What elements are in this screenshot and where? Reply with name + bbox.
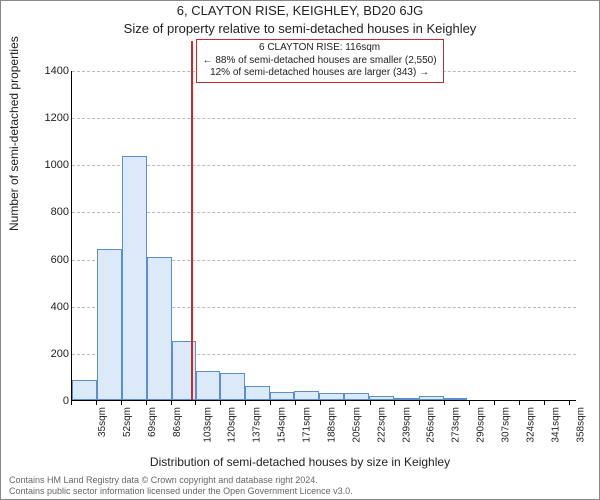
histogram-bar (294, 391, 319, 400)
y-tick-label: 1400 (39, 65, 69, 77)
x-tick-mark (444, 401, 445, 405)
y-tick-label: 600 (39, 254, 69, 266)
x-tick-mark (270, 401, 271, 405)
x-tick-mark (245, 401, 246, 405)
histogram-bar (344, 393, 369, 400)
y-tick-label: 800 (39, 206, 69, 218)
x-tick-mark (171, 401, 172, 405)
footer-attribution: Contains HM Land Registry data © Crown c… (9, 475, 353, 497)
reference-info-box: 6 CLAYTON RISE: 116sqm ← 88% of semi-det… (196, 39, 444, 83)
chart-title-line-2: Size of property relative to semi-detach… (1, 21, 599, 36)
y-tick-label: 1000 (39, 159, 69, 171)
x-tick-mark (544, 401, 545, 405)
histogram-bar (245, 386, 270, 400)
x-tick-mark (121, 401, 122, 405)
x-axis-label: Distribution of semi-detached houses by … (1, 455, 599, 469)
x-tick-mark (394, 401, 395, 405)
x-tick-label: 341sqm (550, 407, 561, 443)
x-tick-mark (569, 401, 570, 405)
x-tick-mark (71, 401, 72, 405)
x-tick-label: 171sqm (302, 407, 313, 443)
plot-area: 6 CLAYTON RISE: 116sqm ← 88% of semi-det… (71, 71, 576, 401)
x-tick-label: 52sqm (122, 407, 133, 437)
footer-line-2: Contains public sector information licen… (9, 486, 353, 497)
histogram-bar (419, 396, 444, 400)
x-tick-label: 35sqm (97, 407, 108, 437)
infobox-line-2: ← 88% of semi-detached houses are smalle… (203, 55, 437, 68)
histogram-bar (97, 249, 122, 400)
y-axis-label: Number of semi-detached properties (7, 36, 21, 231)
x-tick-label: 256sqm (426, 407, 437, 443)
histogram-bar (196, 371, 219, 400)
histogram-bar (220, 373, 245, 400)
histogram-bar (122, 156, 147, 400)
x-tick-mark (320, 401, 321, 405)
x-tick-mark (370, 401, 371, 405)
x-tick-label: 205sqm (351, 407, 362, 443)
y-tick-label: 400 (39, 301, 69, 313)
histogram-bar (319, 393, 344, 400)
plot-rect (71, 71, 576, 401)
histogram-bar (394, 398, 419, 400)
infobox-line-1: 6 CLAYTON RISE: 116sqm (203, 42, 437, 55)
x-tick-label: 222sqm (376, 407, 387, 443)
x-tick-mark (96, 401, 97, 405)
x-tick-mark (345, 401, 346, 405)
x-tick-label: 358sqm (575, 407, 586, 443)
x-tick-label: 290sqm (476, 407, 487, 443)
gridline-h (72, 212, 576, 213)
x-tick-label: 120sqm (227, 407, 238, 443)
y-tick-label: 0 (39, 395, 69, 407)
footer-line-1: Contains HM Land Registry data © Crown c… (9, 475, 353, 486)
x-tick-label: 307sqm (501, 407, 512, 443)
x-tick-label: 239sqm (401, 407, 412, 443)
x-tick-mark (220, 401, 221, 405)
histogram-bar (369, 396, 394, 400)
histogram-bar (147, 257, 172, 400)
x-tick-mark (494, 401, 495, 405)
gridline-h (72, 165, 576, 166)
x-tick-label: 137sqm (252, 407, 263, 443)
x-tick-mark (146, 401, 147, 405)
x-tick-mark (295, 401, 296, 405)
chart-container: 6, CLAYTON RISE, KEIGHLEY, BD20 6JG Size… (0, 0, 600, 500)
y-tick-label: 200 (39, 348, 69, 360)
x-tick-mark (519, 401, 520, 405)
x-tick-label: 188sqm (327, 407, 338, 443)
chart-title-line-1: 6, CLAYTON RISE, KEIGHLEY, BD20 6JG (1, 3, 599, 18)
x-tick-label: 324sqm (526, 407, 537, 443)
x-tick-label: 273sqm (451, 407, 462, 443)
reference-line (191, 41, 193, 400)
x-tick-label: 69sqm (147, 407, 158, 437)
histogram-bar (72, 380, 97, 400)
x-tick-label: 103sqm (202, 407, 213, 443)
y-tick-label: 1200 (39, 112, 69, 124)
x-tick-label: 86sqm (172, 407, 183, 437)
infobox-line-3: 12% of semi-detached houses are larger (… (203, 67, 437, 80)
histogram-bar (172, 341, 197, 400)
x-tick-mark (469, 401, 470, 405)
x-tick-mark (419, 401, 420, 405)
x-tick-label: 154sqm (277, 407, 288, 443)
histogram-bar (444, 398, 467, 400)
gridline-h (72, 118, 576, 119)
histogram-bar (270, 392, 295, 400)
x-tick-mark (195, 401, 196, 405)
